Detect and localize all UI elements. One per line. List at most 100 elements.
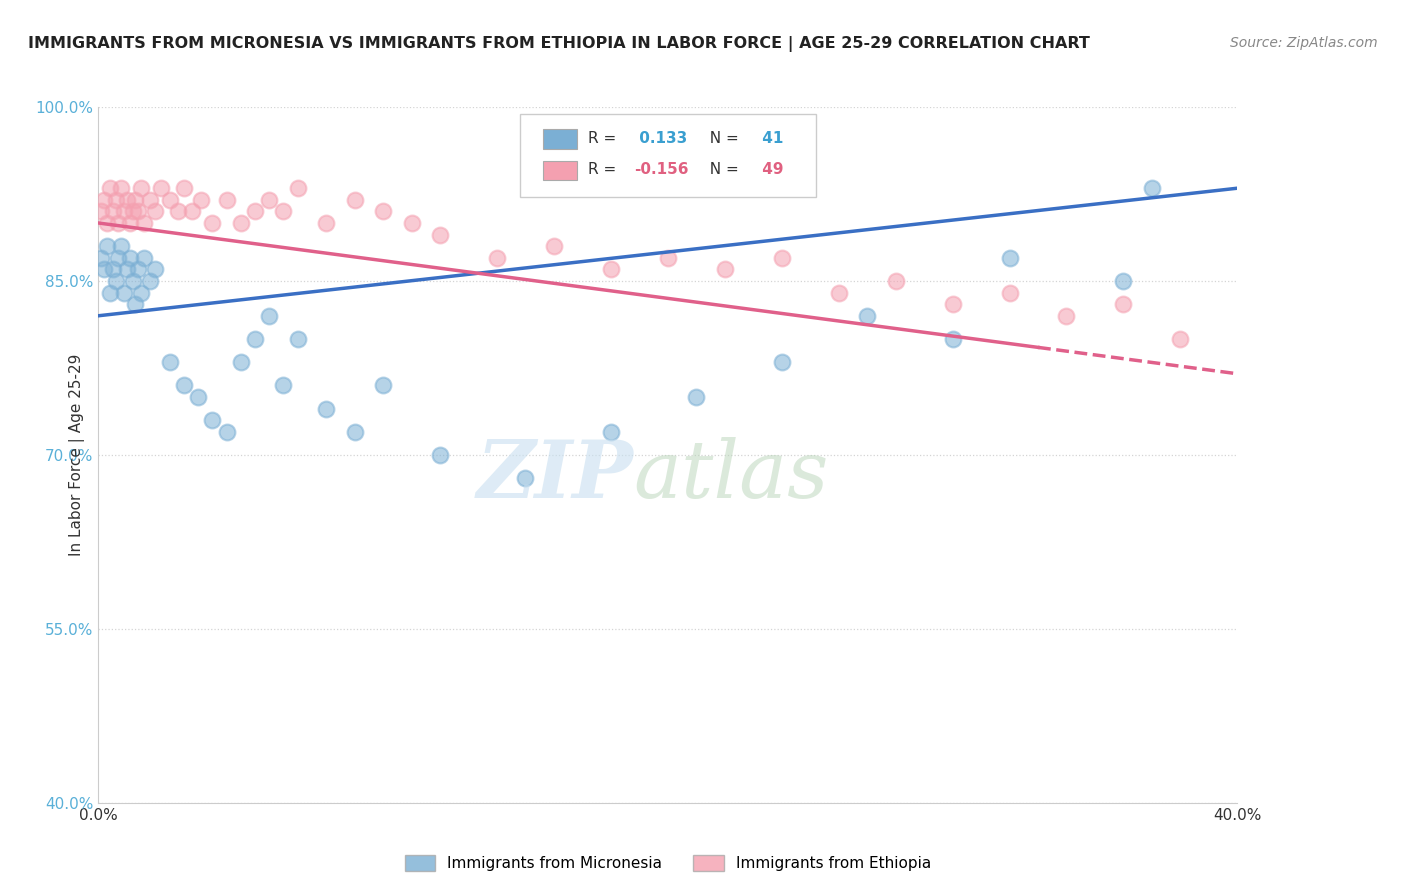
Point [150, 181, 173, 195]
Text: R =: R = [588, 131, 621, 146]
Point [96, 216, 118, 230]
Point [429, 227, 451, 242]
Point [181, 204, 204, 219]
Text: 49: 49 [756, 162, 783, 178]
Point [215, 193, 238, 207]
Point [273, 204, 295, 219]
Point [115, 193, 138, 207]
Point [190, 193, 212, 207]
Point [343, 425, 366, 439]
Point [1140, 181, 1163, 195]
Point [401, 216, 423, 230]
FancyBboxPatch shape [520, 114, 815, 197]
Point [657, 251, 679, 265]
Point [287, 332, 309, 346]
Point [127, 204, 149, 219]
Point [107, 216, 129, 230]
Point [93, 262, 115, 277]
Point [145, 262, 167, 277]
Point [173, 378, 195, 392]
Point [828, 285, 851, 300]
Point [373, 378, 395, 392]
Point [138, 193, 160, 207]
Point [543, 239, 565, 253]
Point [159, 193, 181, 207]
Text: N =: N = [700, 131, 744, 146]
Point [884, 274, 907, 288]
Point [315, 401, 337, 416]
Point [98, 181, 121, 195]
Point [486, 251, 509, 265]
Point [118, 216, 141, 230]
Point [96, 239, 118, 253]
Text: 0.133: 0.133 [634, 131, 688, 146]
FancyBboxPatch shape [543, 161, 576, 180]
Point [110, 181, 132, 195]
Point [315, 216, 337, 230]
Point [373, 204, 395, 219]
Point [429, 448, 451, 462]
Legend: Immigrants from Micronesia, Immigrants from Ethiopia: Immigrants from Micronesia, Immigrants f… [396, 847, 939, 879]
Point [110, 239, 132, 253]
Point [1056, 309, 1078, 323]
Point [104, 274, 127, 288]
Point [101, 262, 124, 277]
Point [229, 216, 252, 230]
Text: R =: R = [588, 162, 621, 178]
Point [127, 262, 149, 277]
Point [159, 355, 181, 369]
Point [101, 204, 124, 219]
Point [287, 181, 309, 195]
Text: -0.156: -0.156 [634, 162, 688, 178]
Point [167, 204, 190, 219]
Text: Source: ZipAtlas.com: Source: ZipAtlas.com [1230, 36, 1378, 50]
Point [273, 378, 295, 392]
Point [132, 216, 155, 230]
Point [243, 204, 266, 219]
Point [115, 262, 138, 277]
Point [770, 355, 793, 369]
Text: N =: N = [700, 162, 744, 178]
Point [145, 204, 167, 219]
Text: ZIP: ZIP [477, 437, 634, 515]
Point [118, 251, 141, 265]
Point [138, 274, 160, 288]
Point [600, 262, 623, 277]
Point [942, 332, 965, 346]
Point [90, 251, 112, 265]
Point [243, 332, 266, 346]
FancyBboxPatch shape [543, 129, 576, 149]
Point [121, 204, 143, 219]
Point [104, 193, 127, 207]
Point [129, 285, 152, 300]
Point [112, 204, 135, 219]
Point [107, 251, 129, 265]
Point [515, 471, 537, 485]
Point [770, 251, 793, 265]
Point [124, 193, 146, 207]
Point [187, 390, 209, 404]
Point [98, 285, 121, 300]
Point [173, 181, 195, 195]
Text: atlas: atlas [634, 437, 830, 515]
Point [201, 413, 224, 427]
Point [229, 355, 252, 369]
Text: IMMIGRANTS FROM MICRONESIA VS IMMIGRANTS FROM ETHIOPIA IN LABOR FORCE | AGE 25-2: IMMIGRANTS FROM MICRONESIA VS IMMIGRANTS… [28, 36, 1090, 52]
Point [1112, 297, 1135, 311]
Point [1112, 274, 1135, 288]
Point [998, 251, 1021, 265]
Point [121, 274, 143, 288]
Point [600, 425, 623, 439]
Y-axis label: In Labor Force | Age 25-29: In Labor Force | Age 25-29 [69, 354, 84, 556]
Point [714, 262, 737, 277]
Point [129, 181, 152, 195]
Point [259, 309, 281, 323]
Point [93, 193, 115, 207]
Point [685, 390, 707, 404]
Point [215, 425, 238, 439]
Point [343, 193, 366, 207]
Point [856, 309, 879, 323]
Point [132, 251, 155, 265]
Point [942, 297, 965, 311]
Point [124, 297, 146, 311]
